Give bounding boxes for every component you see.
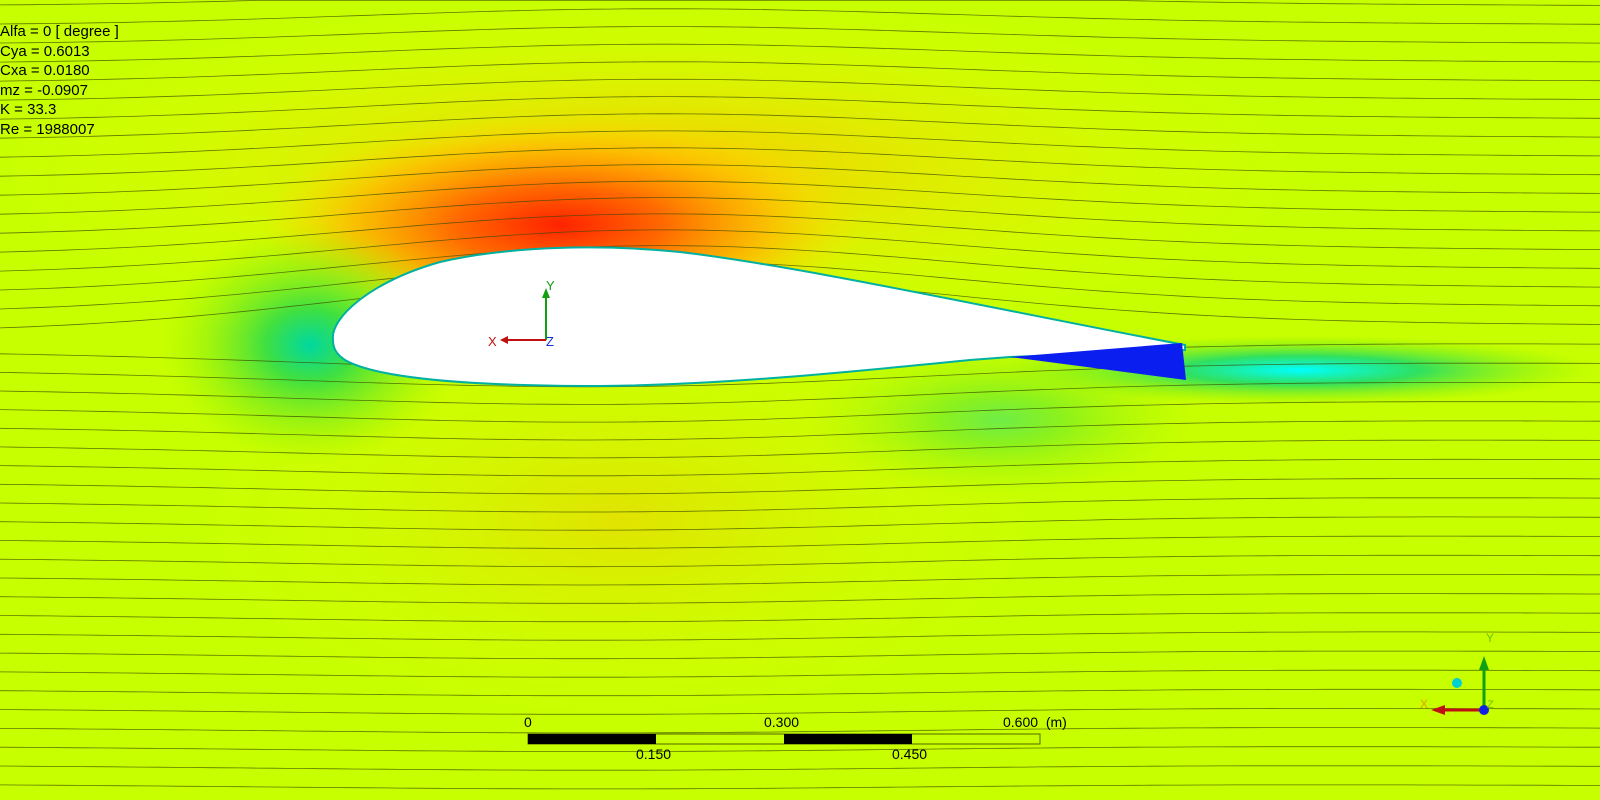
corner-y-label: Y [1486, 631, 1494, 645]
streamline [0, 650, 1600, 660]
results-panel: Alfa = 0 [ degree ] Cya = 0.6013 Cxa = 0… [0, 22, 119, 139]
streamline [0, 197, 1600, 234]
streamline [0, 8, 1600, 25]
streamline [0, 420, 1600, 441]
streamline [0, 458, 1600, 477]
streamline [0, 164, 1600, 196]
scale-label-0: 0 [524, 714, 532, 730]
streamline [0, 43, 1600, 63]
axis-triad-origin: Y X Z [488, 278, 555, 349]
streamline [0, 708, 1600, 715]
re-readout: Re = 1988007 [0, 120, 95, 138]
streamline [0, 631, 1600, 641]
streamline [0, 26, 1600, 44]
streamline [0, 746, 1600, 752]
scale-label-0150: 0.150 [636, 746, 672, 762]
scale-bar [527, 733, 1041, 745]
streamline [0, 113, 1600, 139]
k-readout: K = 33.3 [0, 101, 57, 118]
streamline [0, 516, 1600, 531]
streamline [0, 554, 1600, 568]
scale-label-0600: 0.600 (m) [1003, 714, 1067, 730]
streamline [0, 260, 1600, 310]
axis-x-label: X [488, 334, 497, 349]
streamline [0, 669, 1600, 678]
scale-label-0450: 0.450 [892, 746, 928, 762]
streamline [0, 688, 1600, 697]
corner-x-label: X [1420, 697, 1428, 711]
streamline [0, 593, 1600, 604]
streamline [0, 382, 1600, 405]
streamline [0, 362, 1600, 388]
streamline [0, 439, 1600, 459]
axis-y-label: Y [546, 278, 555, 293]
streamline [0, 245, 1600, 291]
cya-readout: Cya = 0.6013 [0, 42, 90, 60]
streamline [0, 147, 1600, 177]
streamline [0, 784, 1600, 790]
flap-separation-zone [1010, 343, 1186, 380]
streamline [0, 535, 1600, 549]
streamline [0, 765, 1600, 771]
streamline [0, 612, 1600, 623]
streamline [0, 130, 1600, 158]
axis-triad-corner[interactable]: Y X Z [1420, 631, 1494, 715]
airfoil-surface[interactable] [331, 246, 1186, 388]
streamline [0, 478, 1600, 495]
streamline [0, 401, 1600, 423]
streamline [0, 78, 1600, 101]
streamline [0, 574, 1600, 586]
alfa-readout: Alfa = 0 [ degree ] [0, 23, 119, 40]
axis-z-label: Z [546, 334, 554, 349]
streamline [0, 96, 1600, 120]
streamline [0, 229, 1600, 272]
streamline [0, 727, 1600, 734]
streamline [0, 180, 1600, 215]
streamline [0, 0, 1600, 6]
corner-z-label: Z [1487, 699, 1494, 711]
cxa-readout: Cxa = 0.0180 [0, 62, 90, 79]
scale-label-0300: 0.300 [764, 714, 800, 730]
mz-readout: mz = -0.0907 [0, 81, 88, 99]
streamline [0, 213, 1600, 253]
streamline [0, 61, 1600, 82]
streamline [0, 497, 1600, 513]
